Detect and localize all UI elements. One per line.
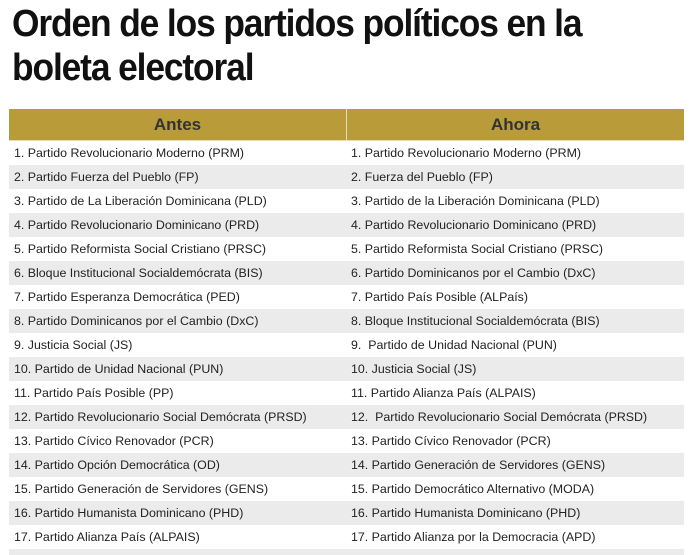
cell-before: 8. Partido Dominicanos por el Cambio (Dx… — [14, 314, 259, 328]
cell-now: 16. Partido Humanista Dominicano (PHD) — [351, 506, 581, 520]
table-row: 12. Partido Revolucionario Social Demócr… — [9, 405, 684, 429]
cell-before: 12. Partido Revolucionario Social Demócr… — [14, 410, 307, 424]
party-order-table: Antes Ahora 1. Partido Revolucionario Mo… — [9, 109, 684, 555]
table-row: 15. Partido Generación de Servidores (GE… — [9, 477, 684, 501]
table-row: 1. Partido Revolucionario Moderno (PRM) 1… — [9, 141, 684, 165]
cell-before: 15. Partido Generación de Servidores (GE… — [14, 482, 269, 496]
cell-now: 5. Partido Reformista Social Cristiano (… — [351, 242, 604, 256]
cell-now: 4. Partido Revolucionario Dominicano (PR… — [351, 218, 597, 232]
cell-before: 14. Partido Opción Democrática (OD) — [14, 458, 220, 472]
cell-now: 1. Partido Revolucionario Moderno (PRM) — [351, 146, 582, 160]
cell-now: 13. Partido Cívico Renovador (PCR) — [351, 434, 551, 448]
cell-before: 4. Partido Revolucionario Dominicano (PR… — [14, 218, 260, 232]
table-row: 14. Partido Opción Democrática (OD) 14. P… — [9, 453, 684, 477]
cell-now: 8. Bloque Institucional Socialdemócrata … — [351, 314, 600, 328]
cell-now: 7. Partido País Posible (ALPaís) — [351, 290, 528, 304]
table-header: Antes Ahora — [9, 109, 684, 141]
cell-before: 5. Partido Reformista Social Cristiano (… — [14, 242, 267, 256]
cell-now: 3. Partido de la Liberación Dominicana (… — [351, 194, 600, 208]
cell-before: 3. Partido de La Liberación Dominicana (… — [14, 194, 267, 208]
cell-now: 14. Partido Generación de Servidores (GE… — [351, 458, 606, 472]
cell-before: 16. Partido Humanista Dominicano (PHD) — [14, 506, 244, 520]
cell-before: 10. Partido de Unidad Nacional (PUN) — [14, 362, 224, 376]
cell-before: 9. Justicia Social (JS) — [14, 338, 133, 352]
table-row: 16. Partido Humanista Dominicano (PHD) 16… — [9, 501, 684, 525]
cell-before: 13. Partido Cívico Renovador (PCR) — [14, 434, 214, 448]
page-title: Orden de los partidos políticos en la bo… — [12, 3, 583, 89]
cell-before: 1. Partido Revolucionario Moderno (PRM) — [14, 146, 245, 160]
cell-before: 7. Partido Esperanza Democrática (PED) — [14, 290, 240, 304]
table-row: 9. Justicia Social (JS) 9. Partido de Uni… — [9, 333, 684, 357]
table-row: 6. Bloque Institucional Socialdemócrata … — [9, 261, 684, 285]
cell-before: 17. Partido Alianza País (ALPAIS) — [14, 530, 200, 544]
table-row-partial — [9, 549, 684, 555]
table-row: 5. Partido Reformista Social Cristiano (… — [9, 237, 684, 261]
cell-before: 6. Bloque Institucional Socialdemócrata … — [14, 266, 263, 280]
column-header-before: Antes — [9, 109, 347, 140]
cell-now: 17. Partido Alianza por la Democracia (A… — [351, 530, 596, 544]
cell-before: 2. Partido Fuerza del Pueblo (FP) — [14, 170, 199, 184]
cell-now: 6. Partido Dominicanos por el Cambio (Dx… — [351, 266, 596, 280]
table-body: 1. Partido Revolucionario Moderno (PRM) 1… — [9, 141, 684, 555]
table-row: 11. Partido País Posible (PP) 11. Partido… — [9, 381, 684, 405]
table-row: 3. Partido de La Liberación Dominicana (… — [9, 189, 684, 213]
table-row: 13. Partido Cívico Renovador (PCR) 13. Pa… — [9, 429, 684, 453]
table-row: 2. Partido Fuerza del Pueblo (FP) 2. Fuer… — [9, 165, 684, 189]
cell-now: 12. Partido Revolucionario Social Demócr… — [351, 410, 648, 424]
cell-now: 10. Justicia Social (JS) — [351, 362, 477, 376]
cell-before: 11. Partido País Posible (PP) — [14, 386, 174, 400]
table-row: 7. Partido Esperanza Democrática (PED) 7.… — [9, 285, 684, 309]
table-row: 4. Partido Revolucionario Dominicano (PR… — [9, 213, 684, 237]
table-row: 17. Partido Alianza País (ALPAIS) 17. Par… — [9, 525, 684, 549]
cell-now: 2. Fuerza del Pueblo (FP) — [351, 170, 493, 184]
cell-now: 11. Partido Alianza País (ALPAIS) — [351, 386, 536, 400]
cell-now: 15. Partido Democrático Alternativo (MOD… — [351, 482, 595, 496]
column-header-now: Ahora — [490, 114, 541, 134]
table-row: 10. Partido de Unidad Nacional (PUN) 10. … — [9, 357, 684, 381]
cell-now: 9. Partido de Unidad Nacional (PUN) — [351, 338, 557, 352]
table-row: 8. Partido Dominicanos por el Cambio (Dx… — [9, 309, 684, 333]
